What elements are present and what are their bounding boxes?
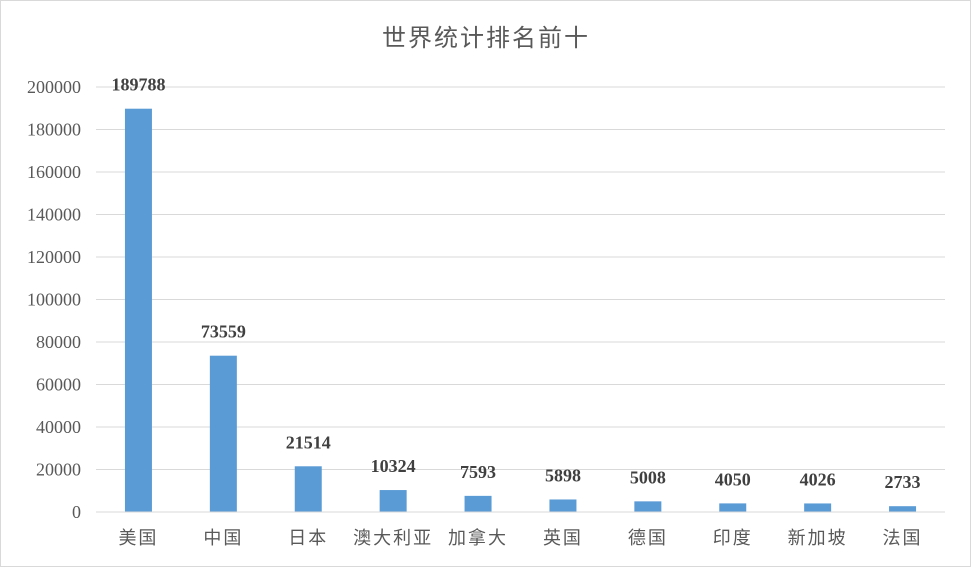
x-tick-label: 印度 [713, 528, 753, 549]
bar [209, 355, 237, 512]
data-label: 21514 [286, 432, 331, 452]
x-tick-label: 澳大利亚 [353, 528, 433, 549]
y-tick-label: 120000 [27, 247, 81, 267]
bar [804, 503, 832, 512]
x-tick-label: 加拿大 [448, 527, 508, 549]
data-label: 7593 [460, 462, 496, 482]
y-tick-label: 80000 [36, 332, 81, 352]
y-tick-label: 20000 [36, 460, 81, 480]
x-tick-label: 美国 [118, 528, 158, 549]
bar [549, 499, 577, 512]
bar [294, 466, 322, 512]
bar [719, 503, 747, 512]
y-tick-label: 180000 [27, 120, 81, 140]
data-label: 73559 [201, 322, 246, 342]
y-tick-label: 0 [72, 502, 81, 522]
data-label: 4026 [800, 469, 836, 489]
data-label: 4050 [715, 469, 751, 489]
y-axis-ticks: 0 20000 40000 60000 80000 100000 120000 140000 1… [27, 77, 81, 522]
bar [124, 108, 152, 512]
data-label: 10324 [371, 456, 416, 476]
y-tick-label: 60000 [36, 375, 81, 395]
y-tick-label: 40000 [36, 417, 81, 437]
y-tick-label: 160000 [27, 162, 81, 182]
chart-title: 世界统计排名前十 [382, 24, 590, 52]
bars [124, 108, 917, 512]
y-tick-label: 140000 [27, 205, 81, 225]
bar [379, 490, 407, 512]
x-tick-label: 日本 [288, 528, 328, 549]
data-label: 5898 [545, 465, 581, 485]
bar [634, 501, 662, 512]
data-label: 189788 [111, 75, 165, 95]
x-axis-categories: 美国 中国 日本 澳大利亚 加拿大 英国 德国 印度 新加坡 法国 [118, 527, 923, 549]
x-tick-label: 新加坡 [788, 528, 848, 549]
x-tick-label: 法国 [883, 528, 923, 549]
x-tick-label: 英国 [543, 528, 583, 549]
data-label: 5008 [630, 467, 666, 487]
bar [889, 506, 917, 512]
x-tick-label: 德国 [628, 528, 668, 549]
gridlines [96, 86, 945, 470]
y-tick-label: 200000 [27, 77, 81, 97]
data-labels: 189788 73559 21514 10324 7593 5898 5008 4050 402… [111, 75, 920, 492]
y-tick-label: 100000 [27, 290, 81, 310]
bar [464, 495, 492, 512]
data-label: 2733 [885, 472, 921, 492]
x-tick-label: 中国 [203, 528, 243, 549]
